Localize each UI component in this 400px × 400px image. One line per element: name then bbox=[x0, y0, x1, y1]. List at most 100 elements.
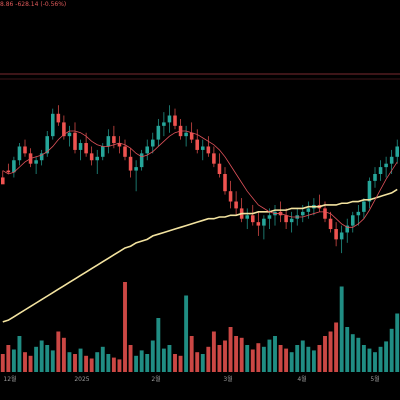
price-change-value: -628.14 (-0.56%) bbox=[15, 1, 67, 8]
volume-bar bbox=[250, 349, 255, 372]
candle bbox=[384, 156, 388, 178]
volume-bar bbox=[195, 352, 200, 372]
candle bbox=[89, 146, 94, 166]
candle bbox=[278, 201, 283, 223]
candle bbox=[234, 191, 238, 216]
candle-body bbox=[351, 215, 355, 226]
volume-bar bbox=[50, 350, 55, 372]
x-tick-label: 4월 bbox=[297, 375, 306, 383]
candle-body bbox=[84, 143, 88, 154]
candle-body bbox=[17, 146, 22, 161]
x-axis: 12월 2025 2월 3월 4월 5월 bbox=[3, 375, 379, 383]
candle bbox=[62, 115, 66, 140]
long-moving-average-line bbox=[2, 188, 398, 323]
volume-bar bbox=[189, 336, 194, 372]
candle bbox=[84, 132, 88, 157]
volume-bar bbox=[328, 331, 333, 372]
candle bbox=[306, 201, 311, 219]
candle bbox=[367, 177, 372, 209]
candle-body bbox=[23, 146, 27, 154]
candle bbox=[328, 211, 333, 233]
x-tick-label: 5월 bbox=[370, 375, 379, 383]
candle bbox=[217, 153, 222, 178]
volume-bar bbox=[23, 352, 27, 372]
candle bbox=[362, 198, 366, 219]
candle-body bbox=[384, 163, 388, 168]
candle bbox=[128, 148, 133, 178]
candle bbox=[256, 211, 261, 236]
volume-bar bbox=[350, 334, 355, 372]
candle-body bbox=[362, 201, 366, 212]
volume-bar bbox=[200, 354, 205, 372]
candle-body bbox=[284, 215, 288, 223]
candle-body bbox=[73, 132, 77, 150]
candle-body bbox=[206, 146, 211, 154]
volume-bar bbox=[356, 337, 361, 372]
volume-bar bbox=[278, 345, 283, 372]
volume-bar bbox=[295, 345, 300, 372]
volume-bar bbox=[223, 340, 227, 372]
volume-bar bbox=[84, 355, 89, 372]
volume-bar bbox=[345, 327, 350, 372]
candle bbox=[45, 131, 49, 157]
candle-body bbox=[101, 146, 105, 157]
volume-bar bbox=[173, 354, 177, 372]
volume-bar bbox=[239, 337, 244, 372]
candle bbox=[134, 160, 138, 192]
volume-bar bbox=[184, 295, 189, 372]
candle bbox=[34, 156, 38, 174]
candle-body bbox=[301, 211, 305, 216]
candle-body bbox=[367, 180, 372, 202]
volume-bar bbox=[106, 354, 111, 372]
volume-bar bbox=[34, 346, 39, 372]
volume-bar bbox=[339, 286, 344, 372]
volume-bar bbox=[267, 339, 272, 372]
volume-bar bbox=[95, 352, 100, 372]
candle-body bbox=[234, 201, 238, 209]
candle bbox=[123, 139, 127, 161]
candle bbox=[56, 105, 61, 126]
volume-bar bbox=[284, 348, 289, 372]
candle bbox=[373, 167, 377, 188]
volume-bar bbox=[256, 343, 261, 372]
candle-body bbox=[323, 208, 327, 219]
candle bbox=[151, 132, 155, 154]
candle bbox=[156, 118, 161, 147]
candle-body bbox=[267, 215, 272, 219]
price-readout: 8.86 -628.14 (-0.56%) bbox=[0, 0, 66, 10]
candle bbox=[162, 112, 166, 137]
candle-body bbox=[334, 229, 338, 240]
candle bbox=[345, 218, 349, 243]
candle-body bbox=[328, 218, 333, 230]
candle-body bbox=[201, 146, 205, 150]
volume-bar bbox=[206, 346, 211, 372]
candle bbox=[145, 139, 149, 161]
volume-bar bbox=[145, 354, 150, 372]
candle-body bbox=[339, 232, 344, 240]
volume-bar bbox=[0, 354, 5, 372]
candle bbox=[178, 118, 183, 140]
candle-body bbox=[356, 211, 361, 216]
candle bbox=[245, 208, 249, 230]
candle-body bbox=[195, 139, 199, 150]
candle bbox=[184, 125, 188, 147]
volume-bar bbox=[373, 352, 377, 372]
candle bbox=[201, 139, 205, 161]
candle-body bbox=[117, 143, 122, 147]
candle-body bbox=[51, 113, 55, 137]
candle-body bbox=[89, 153, 94, 161]
candle-body bbox=[378, 167, 383, 174]
candle-body bbox=[106, 136, 111, 147]
x-tick-label: 3월 bbox=[223, 375, 232, 383]
candle bbox=[95, 149, 99, 174]
candle-body bbox=[373, 174, 377, 181]
candle bbox=[212, 146, 216, 168]
volume-bar bbox=[134, 355, 139, 372]
candle bbox=[317, 194, 322, 212]
volume-bar bbox=[39, 340, 44, 372]
candle-body bbox=[56, 113, 61, 123]
volume-bar bbox=[45, 345, 50, 372]
candle bbox=[28, 148, 33, 168]
candle bbox=[223, 167, 227, 195]
